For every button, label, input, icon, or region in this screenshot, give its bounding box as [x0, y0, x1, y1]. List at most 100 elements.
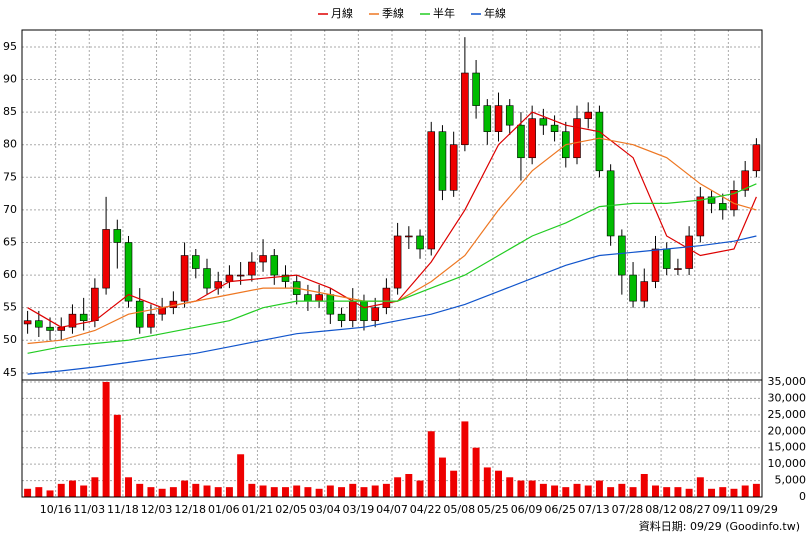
- volume-bar: [629, 487, 637, 497]
- volume-bar: [696, 477, 704, 497]
- candle-body: [371, 307, 379, 321]
- volume-bar: [259, 485, 267, 497]
- candle-body: [23, 320, 32, 325]
- volume-bar: [371, 485, 379, 497]
- candle-body: [472, 72, 480, 106]
- volume-bar: [472, 447, 480, 497]
- legend-label: 季線: [382, 6, 404, 20]
- volume-bar: [551, 485, 559, 497]
- candle-body: [539, 118, 548, 126]
- candle-body: [135, 300, 144, 328]
- x-tick-label: 05/25: [477, 503, 509, 516]
- volume-bar: [270, 487, 278, 497]
- y-tick-label: 60: [3, 268, 17, 281]
- y-tick-label: 70: [3, 203, 17, 216]
- volume-frame: [21, 379, 763, 498]
- candle-body: [304, 294, 312, 302]
- candle-body: [79, 313, 88, 321]
- volume-bar: [584, 485, 592, 497]
- y-tick-label: 90: [3, 73, 17, 86]
- candle-body: [270, 255, 279, 276]
- candle-body: [405, 235, 413, 238]
- volume-bar: [427, 431, 435, 497]
- candle-body: [348, 300, 357, 321]
- x-tick-label: 05/08: [443, 503, 475, 516]
- x-tick-label: 08/12: [645, 503, 677, 516]
- candle-body: [640, 281, 649, 302]
- candle-body: [315, 294, 323, 302]
- candle-body: [595, 111, 604, 172]
- candle-body: [573, 118, 581, 159]
- candle-body: [528, 118, 536, 159]
- candle-body: [483, 105, 492, 132]
- candle-body: [517, 124, 525, 159]
- volume-bar: [360, 487, 368, 497]
- volume-tick-label: 5,000: [775, 474, 807, 487]
- volume-bar: [607, 487, 615, 497]
- candle-body: [707, 196, 716, 204]
- candle-body: [505, 105, 514, 126]
- x-tick-label: 09/11: [713, 503, 745, 516]
- volume-bar: [237, 454, 245, 497]
- x-tick-label: 10/16: [40, 503, 72, 516]
- volume-bar: [147, 487, 155, 497]
- volume-bar: [674, 487, 682, 497]
- x-tick-label: 02/05: [275, 503, 307, 516]
- x-tick-label: 09/29: [746, 503, 778, 516]
- y-tick-label: 95: [3, 40, 17, 53]
- candle-body: [584, 111, 592, 119]
- candle-body: [730, 190, 738, 211]
- volume-bar: [214, 487, 222, 497]
- x-tick-label: 06/09: [511, 503, 543, 516]
- volume-bar: [450, 470, 458, 497]
- volume-bar: [382, 483, 390, 497]
- candle-body: [393, 235, 402, 289]
- volume-tick-label: 30,000: [768, 391, 807, 404]
- x-tick-label: 01/21: [242, 503, 274, 516]
- y-tick-label: 75: [3, 170, 17, 183]
- volume-bar: [113, 414, 121, 497]
- volume-tick-label: 25,000: [768, 408, 807, 421]
- candle-body: [281, 274, 290, 282]
- volume-bar: [539, 483, 547, 497]
- volume-bar: [461, 421, 469, 497]
- source-note: 資料日期: 09/29 (Goodinfo.tw): [639, 519, 800, 533]
- y-tick-label: 50: [3, 333, 17, 346]
- volume-bar: [326, 485, 334, 497]
- candle-body: [741, 170, 749, 191]
- candle-body: [203, 268, 211, 289]
- candle-body: [91, 287, 99, 321]
- candle-body: [685, 235, 693, 269]
- volume-bar: [640, 473, 648, 497]
- legend-label: 半年: [433, 6, 455, 20]
- volume-bar: [685, 488, 693, 497]
- candle-body: [494, 105, 503, 132]
- candle-body: [550, 124, 559, 132]
- volume-bar: [349, 483, 357, 497]
- candle-body: [236, 274, 245, 277]
- volume-bar: [181, 480, 189, 497]
- volume-tick-label: 0: [799, 490, 806, 503]
- volume-bar: [595, 480, 603, 497]
- volume-bar: [158, 488, 166, 497]
- candle-body: [180, 255, 189, 302]
- candle-body: [662, 248, 671, 269]
- volume-bar: [338, 487, 346, 497]
- volume-bar: [730, 488, 738, 497]
- volume-bar: [68, 480, 76, 497]
- volume-bar: [203, 485, 211, 497]
- volume-tick-label: 20,000: [768, 424, 807, 437]
- volume-bar: [394, 477, 402, 497]
- candle-body: [68, 313, 77, 328]
- y-tick-label: 55: [3, 301, 17, 314]
- candle-body: [618, 235, 626, 276]
- volume-bar: [506, 477, 514, 497]
- candle-body: [651, 248, 660, 282]
- volume-bar: [46, 490, 54, 497]
- volume-bar: [562, 487, 570, 497]
- candle-body: [382, 287, 391, 308]
- candle-body: [46, 326, 54, 331]
- x-tick-label: 04/07: [376, 503, 408, 516]
